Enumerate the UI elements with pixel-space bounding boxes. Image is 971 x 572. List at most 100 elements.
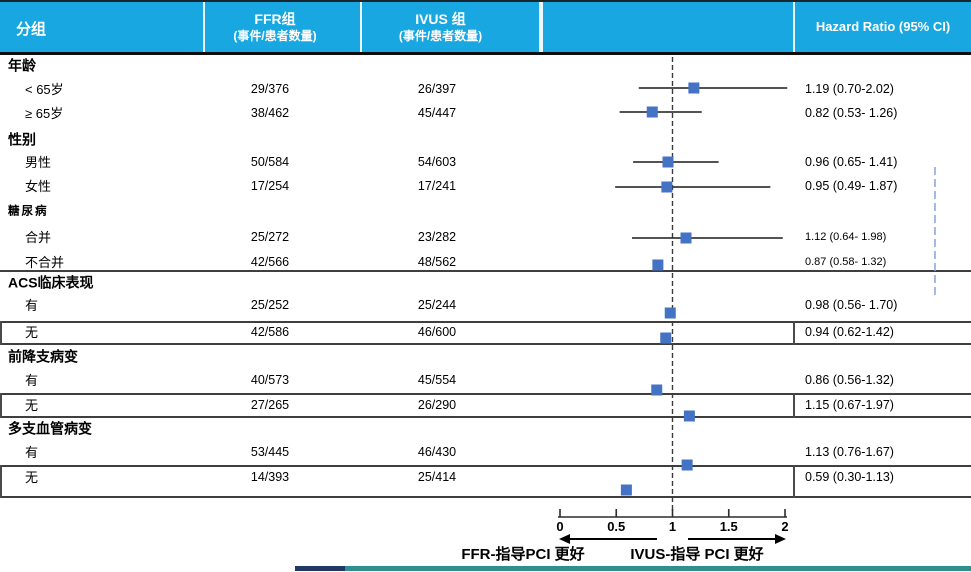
ffr-value: 50/584 (250, 155, 290, 170)
section-label: 多支血管病变 (8, 420, 92, 437)
right-arrow-label: IVUS-指导 PCI 更好 (630, 546, 764, 563)
row-label: 有 (25, 372, 39, 388)
ivus-value: 23/282 (417, 230, 457, 245)
header-separator (203, 2, 205, 52)
section-label: 年龄 (8, 57, 36, 74)
column-header-ivus-title: IVUS 组 (415, 11, 466, 27)
ivus-value: 46/430 (417, 445, 457, 460)
hr-marker (660, 332, 672, 344)
hr-marker (646, 106, 658, 118)
row-divider (0, 465, 971, 467)
axis-tick-label: 0 (556, 519, 563, 534)
ffr-value: 53/445 (250, 445, 290, 460)
row-label: 女性 (25, 178, 52, 194)
row-divider (0, 321, 971, 323)
column-header-ffr: FFR组 (事件/患者数量) (200, 11, 350, 44)
left-arrow-label: FFR-指导PCI 更好 (461, 546, 585, 563)
ffr-value: 17/254 (250, 179, 290, 194)
hr-marker (652, 259, 664, 271)
axis-tick-label: 2 (781, 519, 788, 534)
ffr-value: 25/272 (250, 230, 290, 245)
ivus-value: 25/414 (417, 470, 457, 485)
axis-tick-label: 0.5 (607, 519, 625, 534)
box-border (0, 465, 2, 498)
hazard-ratio-value: 0.94 (0.62-1.42) (805, 325, 894, 340)
row-label: 无 (25, 397, 39, 413)
row-label: 不合并 (25, 254, 65, 270)
hr-marker (620, 484, 632, 496)
hazard-ratio-value: 0.86 (0.56-1.32) (805, 373, 894, 388)
section-label: 糖尿病 (8, 205, 49, 218)
table-header-band (0, 2, 971, 52)
hazard-ratio-value: 1.15 (0.67-1.97) (805, 398, 894, 413)
ivus-value: 25/244 (417, 298, 457, 313)
axis-tick-label: 1 (669, 519, 676, 534)
row-divider (0, 496, 971, 498)
hr-marker (688, 82, 700, 94)
axis-tick-label: 1.5 (720, 519, 738, 534)
footer-teal-bar (345, 566, 971, 571)
box-border (793, 393, 795, 418)
section-label: ACS临床表现 (8, 274, 94, 291)
section-label: 性别 (8, 131, 36, 148)
row-label: ≥ 65岁 (25, 105, 64, 121)
row-label: 无 (25, 324, 39, 340)
row-divider (0, 416, 971, 418)
row-divider (0, 393, 971, 395)
row-label: 有 (25, 297, 39, 313)
column-header-ivus: IVUS 组 (事件/患者数量) (358, 11, 523, 44)
header-top-edge (0, 0, 971, 2)
ffr-value: 42/586 (250, 325, 290, 340)
ivus-value: 45/447 (417, 106, 457, 121)
ivus-value: 26/290 (417, 398, 457, 413)
ivus-value: 48/562 (417, 255, 457, 270)
hr-marker (664, 307, 676, 319)
ffr-value: 25/252 (250, 298, 290, 313)
hazard-ratio-value: 1.13 (0.76-1.67) (805, 445, 894, 460)
hazard-ratio-value: 0.95 (0.49- 1.87) (805, 179, 898, 194)
ivus-value: 54/603 (417, 155, 457, 170)
row-label: 合并 (25, 229, 52, 245)
hr-marker (661, 181, 673, 193)
row-label: < 65岁 (25, 81, 64, 97)
ffr-value: 42/566 (250, 255, 290, 270)
header-separator (360, 2, 362, 52)
ivus-value: 45/554 (417, 373, 457, 388)
right-arrow-head (775, 534, 786, 544)
row-label: 男性 (25, 154, 52, 170)
header-separator (539, 2, 543, 52)
ivus-value: 46/600 (417, 325, 457, 340)
box-border (793, 321, 795, 345)
header-bottom-rule (0, 52, 971, 55)
hazard-ratio-value: 0.59 (0.30-1.13) (805, 470, 894, 485)
box-border (0, 321, 2, 345)
hazard-ratio-value: 1.12 (0.64- 1.98) (805, 230, 887, 243)
footer-navy-bar (295, 566, 345, 571)
column-header-ivus-subtitle: (事件/患者数量) (398, 28, 483, 43)
hazard-ratio-value: 0.98 (0.56- 1.70) (805, 298, 898, 313)
row-divider (0, 270, 971, 272)
section-label: 前降支病变 (8, 348, 78, 365)
row-label: 有 (25, 444, 39, 460)
hr-marker (680, 232, 692, 244)
hazard-ratio-value: 0.87 (0.58- 1.32) (805, 255, 887, 268)
hazard-ratio-value: 1.19 (0.70-2.02) (805, 82, 894, 97)
hr-marker (662, 156, 674, 168)
ffr-value: 38/462 (250, 106, 290, 121)
column-header-ffr-title: FFR组 (254, 11, 296, 27)
box-border (0, 393, 2, 418)
hazard-ratio-value: 0.82 (0.53- 1.26) (805, 106, 898, 121)
header-separator (793, 2, 795, 52)
row-divider (0, 343, 971, 345)
ffr-value: 29/376 (250, 82, 290, 97)
column-header-hazard-ratio: Hazard Ratio (95% CI) (815, 19, 951, 34)
hazard-ratio-value: 0.96 (0.65- 1.41) (805, 155, 898, 170)
ivus-value: 26/397 (417, 82, 457, 97)
row-label: 无 (25, 469, 39, 485)
column-header-group: 分组 (16, 21, 47, 38)
ffr-value: 14/393 (250, 470, 290, 485)
column-header-ffr-subtitle: (事件/患者数量) (233, 28, 317, 43)
ivus-value: 17/241 (417, 179, 457, 194)
ffr-value: 40/573 (250, 373, 290, 388)
